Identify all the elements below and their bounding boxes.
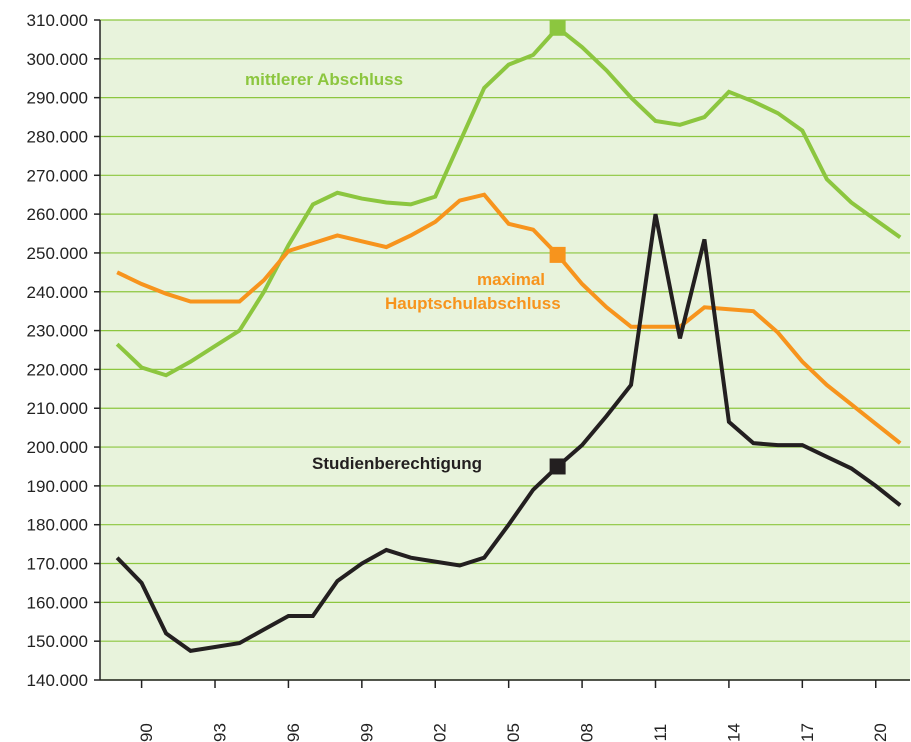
x-tick-label: 2017: [798, 723, 817, 742]
y-tick-label: 210.000: [27, 399, 88, 418]
y-tick-label: 300.000: [27, 50, 88, 69]
x-tick-label: 2005: [504, 723, 523, 742]
series-label: Studienberechtigung: [312, 454, 482, 473]
y-tick-label: 200.000: [27, 438, 88, 457]
y-tick-label: 310.000: [27, 11, 88, 30]
y-tick-label: 290.000: [27, 89, 88, 108]
series-label: maximal Hauptschulabschluss: [385, 270, 561, 313]
y-tick-label: 170.000: [27, 555, 88, 574]
x-tick-label: 2002: [431, 723, 450, 742]
y-tick-label: 150.000: [27, 632, 88, 651]
series-line: [115, 25, 902, 378]
x-tick-label: 1999: [357, 723, 376, 742]
y-tick-label: 260.000: [27, 205, 88, 224]
y-tick-label: 250.000: [27, 244, 88, 263]
y-tick-label: 280.000: [27, 127, 88, 146]
highlight-marker: [549, 246, 566, 263]
y-tick-label: 140.000: [27, 671, 88, 690]
y-tick-label: 160.000: [27, 593, 88, 612]
x-tick-label: 1993: [210, 723, 229, 742]
y-tick-label: 220.000: [27, 360, 88, 379]
y-tick-label: 270.000: [27, 166, 88, 185]
x-tick-label: 2011: [651, 724, 670, 742]
x-tick-label: 2020: [871, 723, 890, 742]
x-tick-label: 2008: [578, 723, 597, 742]
x-tick-label: 1996: [284, 723, 303, 742]
y-tick-label: 240.000: [27, 283, 88, 302]
series-line: [116, 192, 902, 445]
y-tick-label: 190.000: [27, 477, 88, 496]
y-tick-label: 230.000: [27, 322, 88, 341]
x-tick-label: 1990: [137, 723, 156, 742]
highlight-marker: [549, 19, 566, 36]
y-tick-label: 180.000: [27, 516, 88, 535]
series-line: [115, 213, 902, 653]
highlight-marker: [549, 458, 566, 475]
plot-background: [100, 20, 910, 680]
x-tick-label: 2014: [724, 723, 743, 742]
series-label: mittlerer Abschluss: [245, 70, 404, 89]
